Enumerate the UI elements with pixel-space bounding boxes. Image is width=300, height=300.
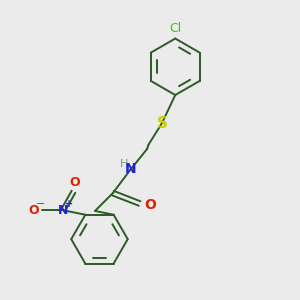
- Text: O: O: [28, 204, 39, 217]
- Text: N: N: [58, 204, 68, 217]
- Text: −: −: [36, 199, 46, 209]
- Text: N: N: [125, 162, 136, 176]
- Text: Cl: Cl: [169, 22, 182, 35]
- Text: +: +: [65, 199, 73, 209]
- Text: O: O: [144, 198, 156, 212]
- Text: H: H: [120, 159, 128, 169]
- Text: O: O: [70, 176, 80, 189]
- Text: S: S: [156, 116, 167, 131]
